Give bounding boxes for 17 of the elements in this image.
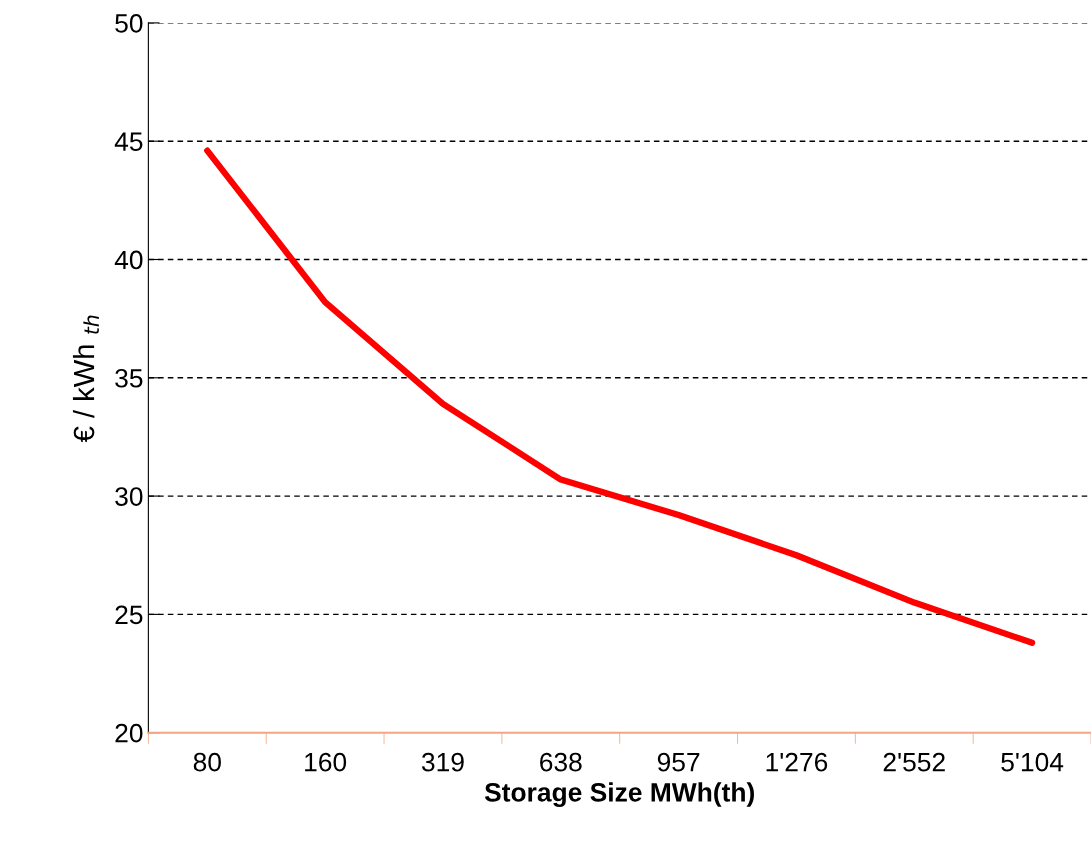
y-tick-label: 50 bbox=[115, 14, 143, 33]
x-tick-label: 80 bbox=[193, 752, 221, 772]
y-tick-label: 35 bbox=[115, 368, 143, 388]
y-tick-label: 40 bbox=[114, 250, 143, 270]
y-axis-title: € / kWh $_{th}$ bbox=[72, 315, 99, 443]
x-tick-label: 319 bbox=[421, 752, 464, 772]
x-tick-label: 957 bbox=[657, 752, 700, 772]
y-tick-label: 30 bbox=[115, 487, 143, 506]
x-tick-label: 5'104 bbox=[1001, 752, 1064, 772]
x-tick-label: 638 bbox=[540, 752, 582, 772]
x-axis-title: Storage Size MWh(th) bbox=[484, 782, 754, 807]
y-tick-label: 45 bbox=[114, 132, 143, 152]
x-tick-label: 160 bbox=[305, 752, 347, 772]
y-tick-label: 25 bbox=[115, 605, 143, 625]
x-tick-label: 2'552 bbox=[883, 752, 945, 772]
y-tick-label: 20 bbox=[115, 723, 143, 743]
x-tick-label: 1'276 bbox=[766, 752, 828, 772]
